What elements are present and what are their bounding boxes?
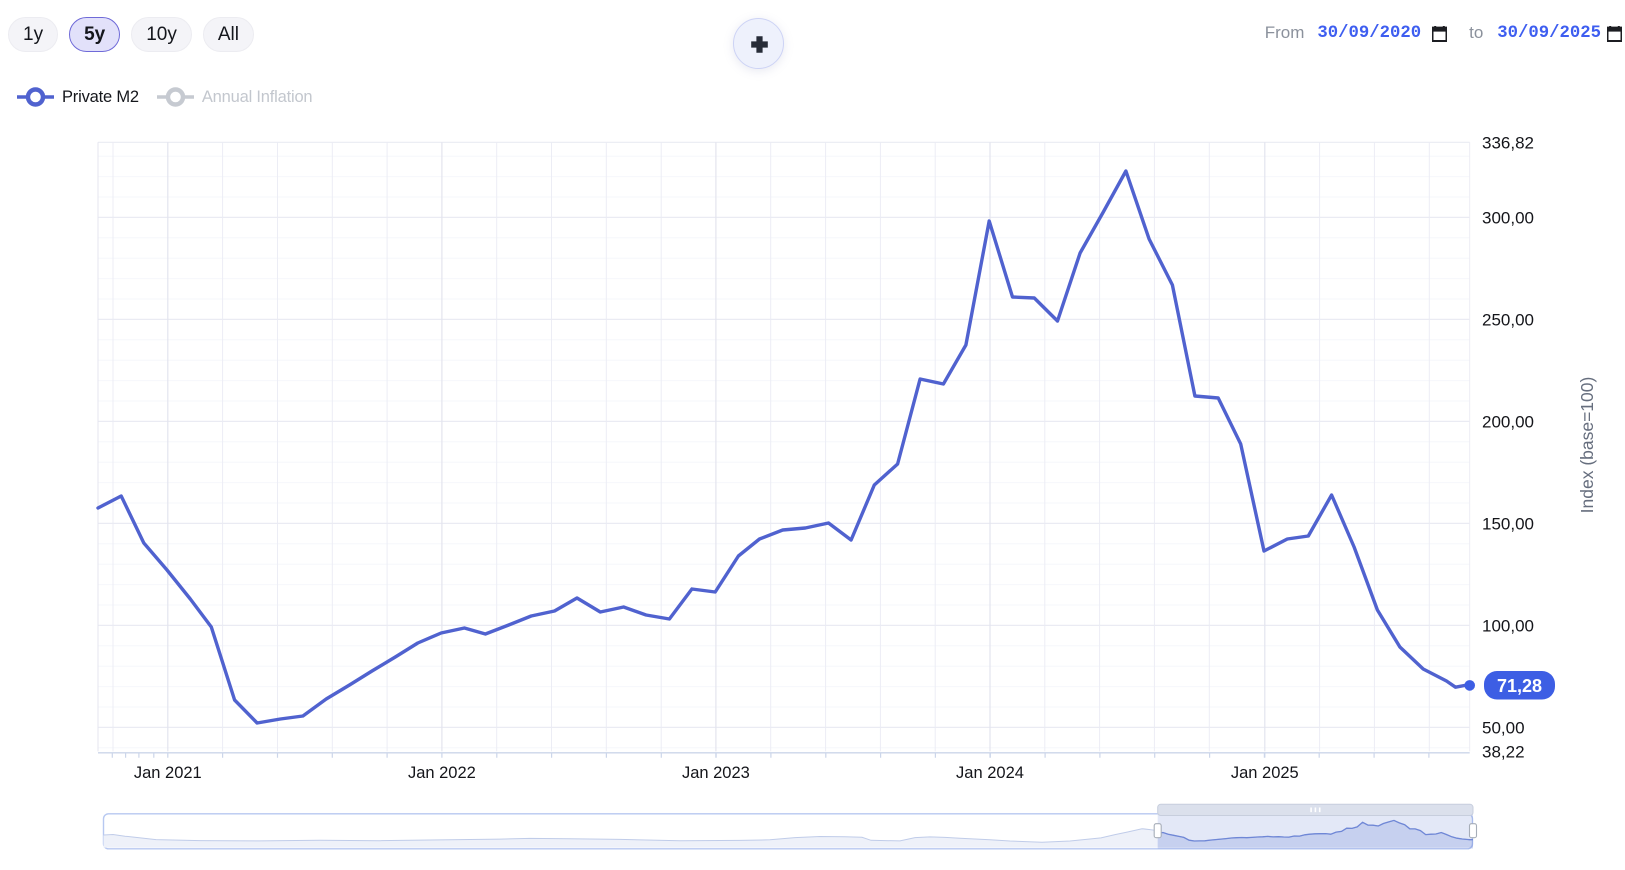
svg-text:Jan 2025: Jan 2025 bbox=[1231, 764, 1299, 782]
svg-text:Jan 2024: Jan 2024 bbox=[956, 764, 1024, 782]
svg-text:Jan 2021: Jan 2021 bbox=[134, 764, 202, 782]
svg-text:Jan 2022: Jan 2022 bbox=[408, 764, 476, 782]
svg-text:336,82: 336,82 bbox=[1482, 133, 1534, 152]
svg-text:Jan 2023: Jan 2023 bbox=[682, 764, 750, 782]
svg-text:71,28: 71,28 bbox=[1497, 676, 1542, 696]
svg-text:300,00: 300,00 bbox=[1482, 208, 1534, 227]
svg-text:250,00: 250,00 bbox=[1482, 310, 1534, 329]
svg-text:100,00: 100,00 bbox=[1482, 616, 1534, 635]
svg-text:150,00: 150,00 bbox=[1482, 514, 1534, 533]
svg-text:38,22: 38,22 bbox=[1482, 742, 1525, 761]
svg-text:Index (base=100): Index (base=100) bbox=[1577, 377, 1597, 514]
svg-text:50,00: 50,00 bbox=[1482, 718, 1525, 737]
svg-text:200,00: 200,00 bbox=[1482, 412, 1534, 431]
